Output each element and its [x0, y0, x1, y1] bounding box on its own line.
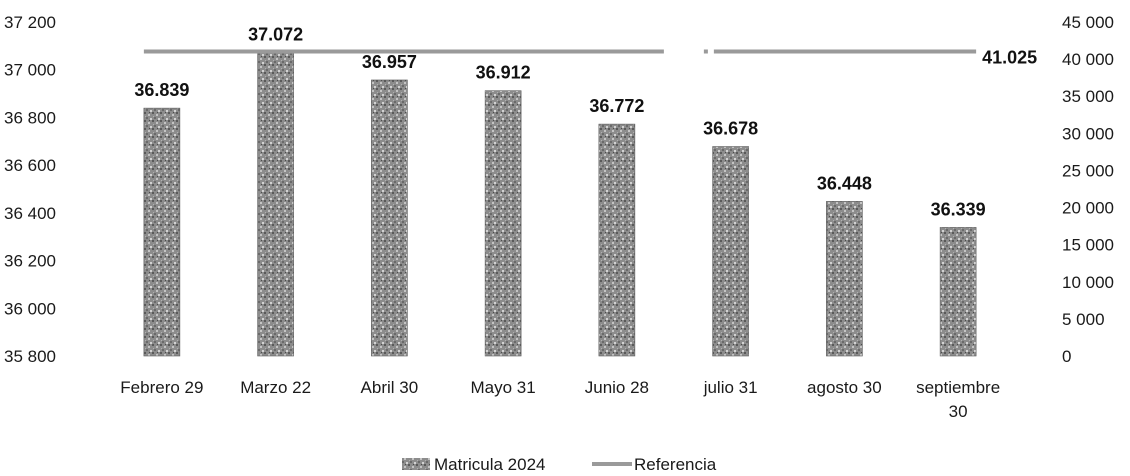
bar	[826, 201, 863, 357]
right-tick-label: 40 000	[1062, 50, 1114, 69]
x-tick-label: Junio 28	[585, 378, 649, 397]
right-tick-label: 20 000	[1062, 199, 1114, 218]
left-tick-label: 37 200	[4, 13, 56, 32]
legend: Matricula 2024 Referencia	[402, 455, 717, 474]
left-tick-label: 35 800	[4, 347, 56, 366]
right-tick-label: 25 000	[1062, 161, 1114, 180]
bar-data-label: 36.912	[476, 63, 531, 83]
right-tick-label: 30 000	[1062, 124, 1114, 143]
legend-bar-swatch	[402, 458, 430, 470]
left-tick-label: 36 600	[4, 156, 56, 175]
right-tick-label: 10 000	[1062, 273, 1114, 292]
x-tick-label: agosto 30	[807, 378, 882, 397]
bar-data-label: 36.839	[134, 80, 189, 100]
left-tick-label: 36 000	[4, 299, 56, 318]
legend-bar-label: Matricula 2024	[434, 455, 546, 474]
bar	[939, 227, 977, 357]
bar	[143, 107, 181, 357]
x-tick-label: julio 31	[703, 378, 758, 397]
left-tick-label: 36 400	[4, 204, 56, 223]
x-axis: Febrero 29 Marzo 22 Abril 30 Mayo 31 Junio 2…	[120, 378, 1000, 421]
bar-data-label: 36.339	[931, 199, 986, 219]
right-tick-label: 35 000	[1062, 87, 1114, 106]
left-tick-label: 36 800	[4, 108, 56, 127]
x-tick-label: 30	[949, 402, 968, 421]
left-tick-label: 36 200	[4, 252, 56, 271]
bar	[371, 79, 408, 357]
x-tick-label: septiembre	[916, 378, 1000, 397]
right-tick-label: 15 000	[1062, 236, 1114, 255]
bar-data-label: 36.772	[589, 96, 644, 116]
bar-series: 36.839 37.072 36.957 36.912 36.772 36.678 36.4…	[134, 25, 986, 357]
bar	[257, 52, 294, 357]
left-axis: 35 800 36 000 36 200 36 400 36 600 36 800 37 0…	[4, 13, 56, 366]
bar-data-label: 36.957	[362, 52, 417, 72]
x-tick-label: Marzo 22	[240, 378, 311, 397]
x-tick-label: Abril 30	[361, 378, 419, 397]
reference-series: 41.025	[143, 48, 1037, 68]
bar	[598, 123, 636, 357]
right-tick-label: 45 000	[1062, 13, 1114, 32]
bar-data-label: 37.072	[248, 25, 303, 45]
right-tick-label: 0	[1062, 347, 1071, 366]
bar-data-label: 36.678	[703, 119, 758, 139]
reference-data-label: 41.025	[982, 48, 1037, 68]
bar	[712, 146, 749, 357]
x-tick-label: Febrero 29	[120, 378, 203, 397]
left-tick-label: 37 000	[4, 61, 56, 80]
bar-data-label: 36.448	[817, 173, 872, 193]
right-tick-label: 5 000	[1062, 310, 1105, 329]
right-axis: 0 5 000 10 000 15 000 20 000 25 000 30 000 35 0…	[1062, 13, 1114, 366]
legend-line-label: Referencia	[634, 455, 717, 474]
bar	[484, 90, 522, 357]
x-tick-label: Mayo 31	[471, 378, 536, 397]
